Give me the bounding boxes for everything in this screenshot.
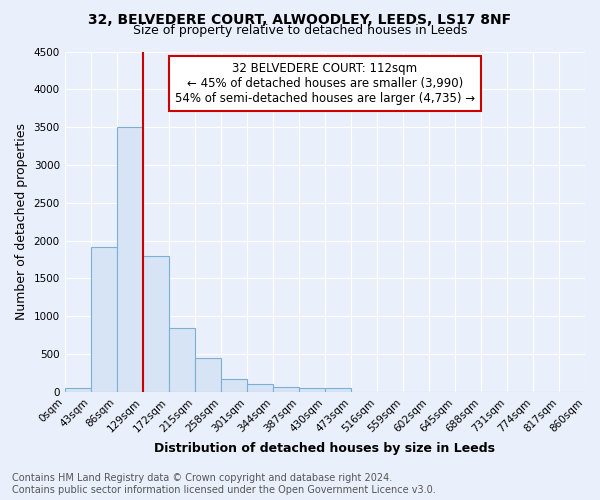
- Text: 32 BELVEDERE COURT: 112sqm
← 45% of detached houses are smaller (3,990)
54% of s: 32 BELVEDERE COURT: 112sqm ← 45% of deta…: [175, 62, 475, 104]
- Text: Size of property relative to detached houses in Leeds: Size of property relative to detached ho…: [133, 24, 467, 37]
- X-axis label: Distribution of detached houses by size in Leeds: Distribution of detached houses by size …: [154, 442, 496, 455]
- Bar: [247, 384, 273, 392]
- Text: 32, BELVEDERE COURT, ALWOODLEY, LEEDS, LS17 8NF: 32, BELVEDERE COURT, ALWOODLEY, LEEDS, L…: [88, 12, 512, 26]
- Bar: [299, 388, 325, 392]
- Text: Contains HM Land Registry data © Crown copyright and database right 2024.
Contai: Contains HM Land Registry data © Crown c…: [12, 474, 436, 495]
- Bar: [65, 388, 91, 392]
- Bar: [325, 388, 351, 392]
- Bar: [169, 328, 195, 392]
- Bar: [143, 256, 169, 392]
- Y-axis label: Number of detached properties: Number of detached properties: [15, 123, 28, 320]
- Bar: [221, 379, 247, 392]
- Bar: [117, 127, 143, 392]
- Bar: [91, 246, 117, 392]
- Bar: [273, 387, 299, 392]
- Bar: [195, 358, 221, 392]
